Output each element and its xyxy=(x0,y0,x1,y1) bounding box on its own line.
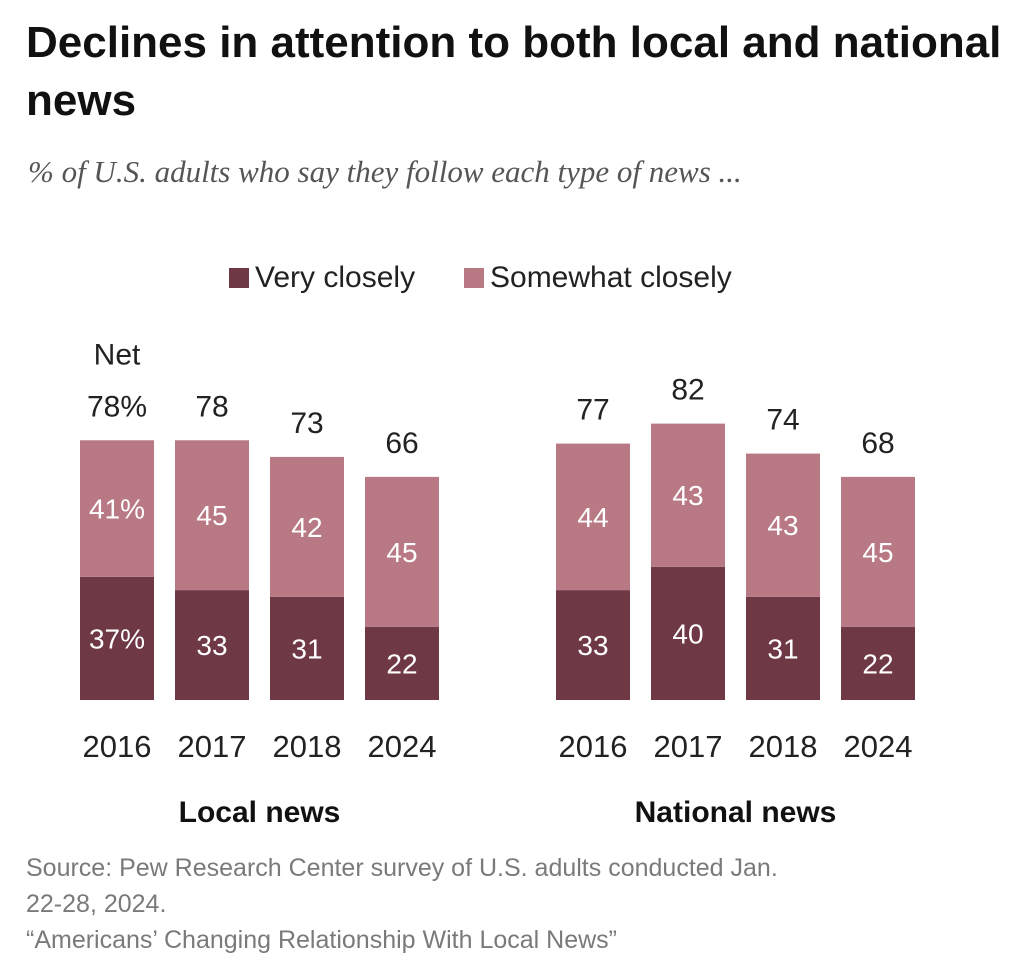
legend-swatch-somewhat-closely xyxy=(464,268,484,288)
label-very-closely-national-news-2016: 33 xyxy=(577,630,608,661)
bar-somewhat-closely-local-news-2016 xyxy=(80,440,154,577)
bar-very-closely-local-news-2017 xyxy=(175,590,249,700)
panel-title-national-news: National news xyxy=(635,796,837,829)
label-very-closely-local-news-2017: 33 xyxy=(196,630,227,661)
bar-very-closely-local-news-2024 xyxy=(365,626,439,700)
bar-somewhat-closely-local-news-2024 xyxy=(365,476,439,627)
label-very-closely-national-news-2024: 22 xyxy=(862,648,893,679)
label-somewhat-closely-local-news-2016: 41% xyxy=(89,494,145,525)
label-somewhat-closely-national-news-2018: 43 xyxy=(767,510,798,541)
net-label-local-news-2017: 78 xyxy=(195,390,228,423)
source-line-1: Source: Pew Research Center survey of U.… xyxy=(26,854,778,882)
chart-subtitle: % of U.S. adults who say they follow eac… xyxy=(28,154,742,189)
bar-somewhat-closely-national-news-2024 xyxy=(841,476,915,627)
legend-swatch-very-closely xyxy=(229,268,249,288)
year-label-local-news-2017: 2017 xyxy=(178,729,247,764)
label-very-closely-national-news-2018: 31 xyxy=(767,633,798,664)
bar-somewhat-closely-local-news-2017 xyxy=(175,440,249,591)
source-line-3: “Americans’ Changing Relationship With L… xyxy=(26,926,617,954)
legend-item-somewhat-closely: Somewhat closely xyxy=(464,256,732,300)
legend-label-very-closely: Very closely xyxy=(255,261,416,294)
label-somewhat-closely-local-news-2018: 42 xyxy=(291,512,322,543)
bar-very-closely-local-news-2016 xyxy=(80,576,154,700)
net-label-local-news-2024: 66 xyxy=(385,427,418,460)
source-note: Source: Pew Research Center survey of U.… xyxy=(26,850,986,958)
label-somewhat-closely-local-news-2017: 45 xyxy=(196,500,227,531)
panel-title-local-news: Local news xyxy=(179,796,341,829)
year-label-local-news-2018: 2018 xyxy=(273,729,342,764)
legend-item-very-closely: Very closely xyxy=(229,256,415,300)
net-label-national-news-2017: 82 xyxy=(671,374,704,407)
year-label-local-news-2016: 2016 xyxy=(83,729,152,764)
label-very-closely-local-news-2016: 37% xyxy=(89,623,145,654)
label-somewhat-closely-national-news-2017: 43 xyxy=(672,480,703,511)
label-somewhat-closely-national-news-2016: 44 xyxy=(577,502,608,533)
net-header-label: Net xyxy=(94,338,141,371)
label-very-closely-national-news-2017: 40 xyxy=(672,618,703,649)
bar-very-closely-national-news-2024 xyxy=(841,626,915,700)
stacked-bar-chart: 37% 41% 78% 2016 33 45 78 2017 31 42 73 2018 22 45 66 2… xyxy=(80,338,915,829)
net-label-local-news-2018: 73 xyxy=(290,407,323,440)
year-label-national-news-2018: 2018 xyxy=(749,729,818,764)
bar-somewhat-closely-national-news-2017 xyxy=(651,423,725,567)
year-label-local-news-2024: 2024 xyxy=(368,729,437,764)
legend: Very closely Somewhat closely xyxy=(0,256,1024,300)
bar-very-closely-national-news-2016 xyxy=(556,590,630,700)
bar-somewhat-closely-local-news-2018 xyxy=(270,456,344,597)
net-label-national-news-2018: 74 xyxy=(766,404,799,437)
label-somewhat-closely-national-news-2024: 45 xyxy=(862,537,893,568)
bar-very-closely-national-news-2017 xyxy=(651,566,725,700)
net-label-national-news-2024: 68 xyxy=(861,427,894,460)
year-label-national-news-2016: 2016 xyxy=(559,729,628,764)
net-label-national-news-2016: 77 xyxy=(576,394,609,427)
bar-very-closely-local-news-2018 xyxy=(270,596,344,700)
label-very-closely-local-news-2024: 22 xyxy=(386,648,417,679)
chart-title: Declines in attention to both local and … xyxy=(26,18,1002,125)
bar-somewhat-closely-national-news-2016 xyxy=(556,443,630,591)
year-label-national-news-2017: 2017 xyxy=(654,729,723,764)
bar-somewhat-closely-national-news-2018 xyxy=(746,453,820,597)
net-label-local-news-2016: 78% xyxy=(87,390,147,423)
label-very-closely-local-news-2018: 31 xyxy=(291,633,322,664)
label-somewhat-closely-local-news-2024: 45 xyxy=(386,537,417,568)
bar-very-closely-national-news-2018 xyxy=(746,596,820,700)
source-line-2: 22-28, 2024. xyxy=(26,890,167,918)
legend-label-somewhat-closely: Somewhat closely xyxy=(490,261,732,294)
year-label-national-news-2024: 2024 xyxy=(844,729,913,764)
